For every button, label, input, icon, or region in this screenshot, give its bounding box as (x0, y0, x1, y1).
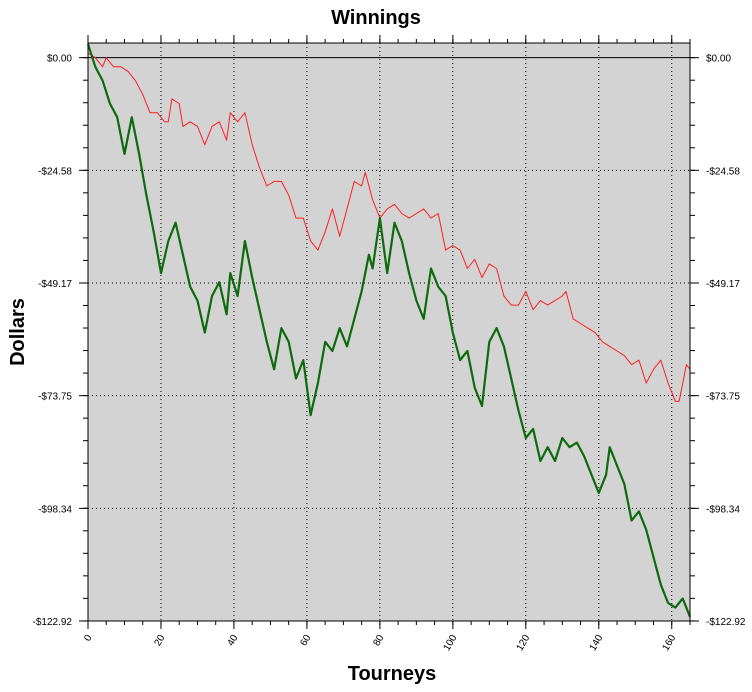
x-axis-title: Tourneys (348, 663, 437, 685)
y-tick-label-left: -$24.58 (38, 166, 72, 177)
x-tick-label: 100 (442, 633, 460, 653)
x-tick-label: 140 (588, 633, 606, 653)
axis-ticks (79, 35, 699, 629)
chart-title: Winnings (331, 7, 421, 29)
y-tick-label-right: -$98.34 (706, 504, 740, 515)
y-tick-label-left: -$122.92 (33, 617, 73, 628)
x-tick-label: 120 (515, 633, 533, 653)
series-layer (86, 43, 692, 618)
y-tick-label-right: -$49.17 (706, 279, 740, 290)
x-tick-label: 20 (152, 633, 167, 649)
series-2-line (86, 43, 692, 618)
plot-area (88, 43, 690, 621)
y-tick-label-right: $0.00 (706, 54, 731, 65)
x-tick-label: 60 (298, 633, 313, 649)
x-tick-label: 80 (371, 633, 386, 649)
y-tick-label-left: -$49.17 (38, 279, 72, 290)
plot-frame (87, 42, 691, 622)
x-tick-label: 40 (225, 633, 240, 649)
y-tick-label-right: -$73.75 (706, 392, 740, 403)
y-tick-label-left: -$98.34 (38, 504, 72, 515)
series-1-line (87, 52, 691, 402)
y-tick-label-right: -$24.58 (706, 166, 740, 177)
y-tick-label-left: $0.00 (47, 54, 72, 65)
y-tick-label-right: -$122.92 (706, 617, 746, 628)
y-tick-label-left: -$73.75 (38, 392, 72, 403)
y-axis-title: Dollars (7, 298, 29, 366)
x-tick-label: 160 (660, 633, 678, 653)
x-tick-label: 0 (82, 633, 95, 644)
